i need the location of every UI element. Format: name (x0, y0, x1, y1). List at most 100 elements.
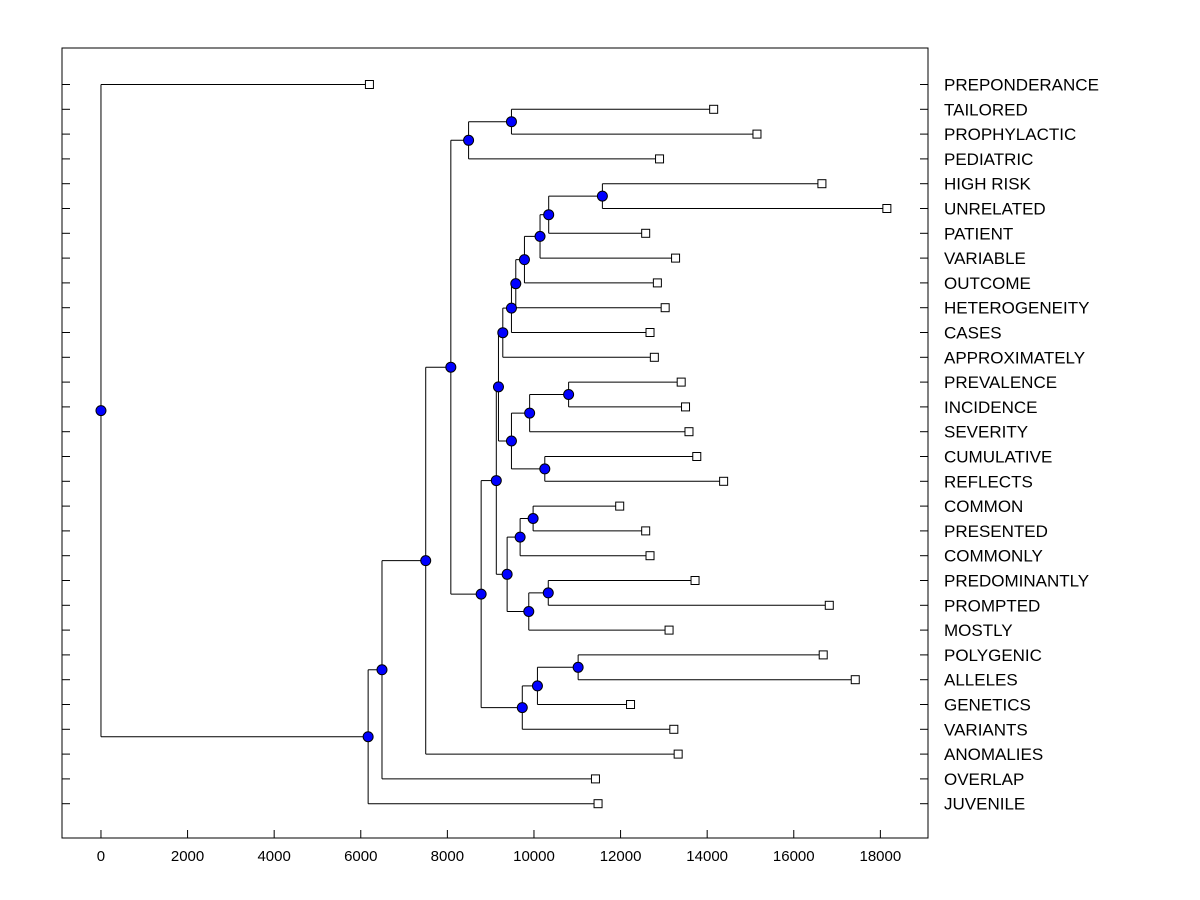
merge-node (539, 463, 551, 475)
leaf-marker (655, 154, 665, 164)
y-axis-ticks (62, 84, 928, 805)
leaf-marker (641, 228, 651, 238)
leaf-marker (824, 600, 834, 610)
plot-frame (61, 47, 929, 839)
leaf-marker (649, 352, 659, 362)
merge-node (475, 588, 487, 600)
merge-node (445, 361, 457, 373)
leaf-marker (660, 303, 670, 313)
leaf-marker (752, 129, 762, 139)
merge-node (420, 555, 432, 567)
leaf-marker (641, 526, 651, 536)
leaf-label: REFLECTS (944, 472, 1033, 491)
merge-node (376, 664, 388, 676)
leaf-label: PROMPTED (944, 596, 1040, 615)
merge-node (534, 230, 546, 242)
leaf-label: PREVALENCE (944, 373, 1057, 392)
leaf-label: PRESENTED (944, 522, 1048, 541)
leaf-label: JUVENILE (944, 795, 1025, 814)
leaf-marker (692, 452, 702, 461)
leaf-label: HETEROGENEITY (944, 299, 1089, 318)
x-tick-label: 12000 (600, 848, 642, 865)
leaf-marker (615, 501, 625, 511)
merge-node (563, 389, 575, 400)
leaf-label: SEVERITY (944, 423, 1028, 442)
x-tick-label: 16000 (773, 848, 815, 865)
x-tick-label: 2000 (171, 848, 204, 865)
merge-node (542, 587, 554, 599)
leaf-label: ANOMALIES (944, 745, 1043, 764)
leaf-label: INCIDENCE (944, 398, 1038, 417)
leaf-label: POLYGENIC (944, 646, 1042, 665)
leaf-label: PREDOMINANTLY (944, 572, 1089, 591)
x-tick-label: 18000 (860, 848, 902, 865)
leaf-marker (671, 253, 681, 263)
leaf-label: CASES (944, 324, 1002, 343)
leaf-label: COMMONLY (944, 547, 1043, 566)
leaf-label: PROPHYLACTIC (944, 125, 1076, 144)
leaf-marker (818, 650, 828, 660)
merge-node (501, 568, 513, 580)
merge-node (543, 209, 555, 221)
leaf-label: COMMON (944, 497, 1023, 516)
leaf-label: OVERLAP (944, 770, 1024, 789)
merge-node (524, 407, 536, 419)
leaf-label: ALLELES (944, 671, 1018, 690)
leaf-label: GENETICS (944, 696, 1031, 715)
x-tick-label: 6000 (344, 848, 377, 865)
leaf-label: PATIENT (944, 224, 1013, 243)
merge-node (510, 278, 522, 290)
dendrogram-leaves (364, 80, 892, 809)
leaf-marker (645, 551, 655, 561)
leaf-marker (645, 328, 655, 337)
leaf-label: APPROXIMATELY (944, 348, 1085, 367)
merge-node (518, 254, 530, 266)
merge-node (572, 661, 584, 673)
merge-node (505, 302, 517, 314)
leaf-marker (882, 204, 892, 213)
leaf-marker (850, 675, 860, 685)
merge-node (463, 134, 475, 146)
leaf-marker (664, 625, 674, 635)
leaf-marker (719, 476, 729, 486)
merge-node (505, 116, 517, 128)
dendrogram-nodes (95, 116, 608, 743)
leaf-marker (652, 278, 662, 288)
merge-node (362, 731, 374, 743)
leaf-marker (817, 179, 827, 189)
x-tick-label: 10000 (513, 848, 555, 865)
leaf-marker (690, 576, 700, 585)
merge-node (497, 327, 509, 339)
merge-node (492, 381, 504, 393)
leaf-marker (590, 774, 600, 784)
merge-node (531, 680, 543, 692)
leaf-marker (676, 377, 686, 387)
merge-node (505, 435, 517, 447)
x-tick-label: 0 (97, 848, 105, 865)
x-tick-label: 8000 (431, 848, 464, 865)
leaf-marker (673, 749, 683, 759)
leaf-label: MOSTLY (944, 621, 1013, 640)
merge-node (95, 405, 107, 417)
leaf-marker (681, 402, 691, 412)
leaf-label: PEDIATRIC (944, 150, 1033, 169)
leaf-marker (364, 80, 374, 89)
leaf-label: PREPONDERANCE (944, 76, 1099, 95)
leaf-label: VARIABLE (944, 249, 1026, 268)
merge-node (596, 190, 608, 202)
x-tick-label: 14000 (686, 848, 728, 865)
x-tick-label: 4000 (257, 848, 290, 865)
leaf-marker (684, 427, 694, 437)
leaf-marker (669, 724, 679, 734)
merge-node (514, 531, 526, 543)
merge-node (523, 606, 535, 617)
leaf-marker (709, 104, 719, 114)
leaf-label: HIGH RISK (944, 175, 1032, 194)
leaf-label: TAILORED (944, 100, 1028, 119)
leaf-label: UNRELATED (944, 200, 1046, 219)
leaf-label: VARIANTS (944, 720, 1028, 739)
leaf-label: OUTCOME (944, 274, 1031, 293)
merge-node (516, 702, 528, 714)
x-axis: 0 2000 4000 6000 8000 10000 12000 14000 16000 180… (97, 830, 901, 865)
